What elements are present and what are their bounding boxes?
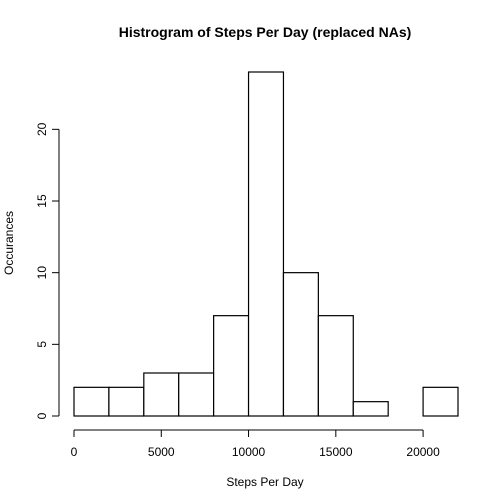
y-tick-label: 15: [35, 194, 49, 208]
histogram-bars: [73, 71, 459, 417]
chart-title: Histrogram of Steps Per Day (replaced NA…: [119, 24, 412, 40]
histogram-bar: [73, 386, 110, 417]
histogram-bar: [143, 372, 180, 417]
y-tick-label: 20: [35, 122, 49, 136]
x-axis-label: Steps Per Day: [226, 475, 303, 489]
y-axis-label: Occurances: [2, 211, 16, 275]
x-tick-label: 10000: [232, 445, 266, 459]
histogram-bar: [178, 372, 215, 417]
y-tick-label: 5: [35, 341, 49, 348]
histogram-bar: [108, 386, 145, 417]
histogram-bar: [352, 401, 389, 417]
y-tick-label: 0: [35, 412, 49, 419]
histogram-bar: [422, 386, 459, 417]
y-axis-ticks: 0 5 10 15 20: [35, 122, 59, 419]
x-tick-label: 5000: [148, 445, 175, 459]
histogram-bar: [213, 315, 250, 417]
x-tick-label: 20000: [406, 445, 440, 459]
histogram-bar: [317, 315, 354, 417]
x-tick-label: 15000: [319, 445, 353, 459]
histogram-bar: [282, 272, 319, 417]
histogram-bar: [247, 71, 285, 417]
x-axis-ticks: 0 5000 10000 15000 20000: [71, 430, 440, 459]
y-tick-label: 10: [35, 266, 49, 280]
x-tick-label: 0: [71, 445, 78, 459]
